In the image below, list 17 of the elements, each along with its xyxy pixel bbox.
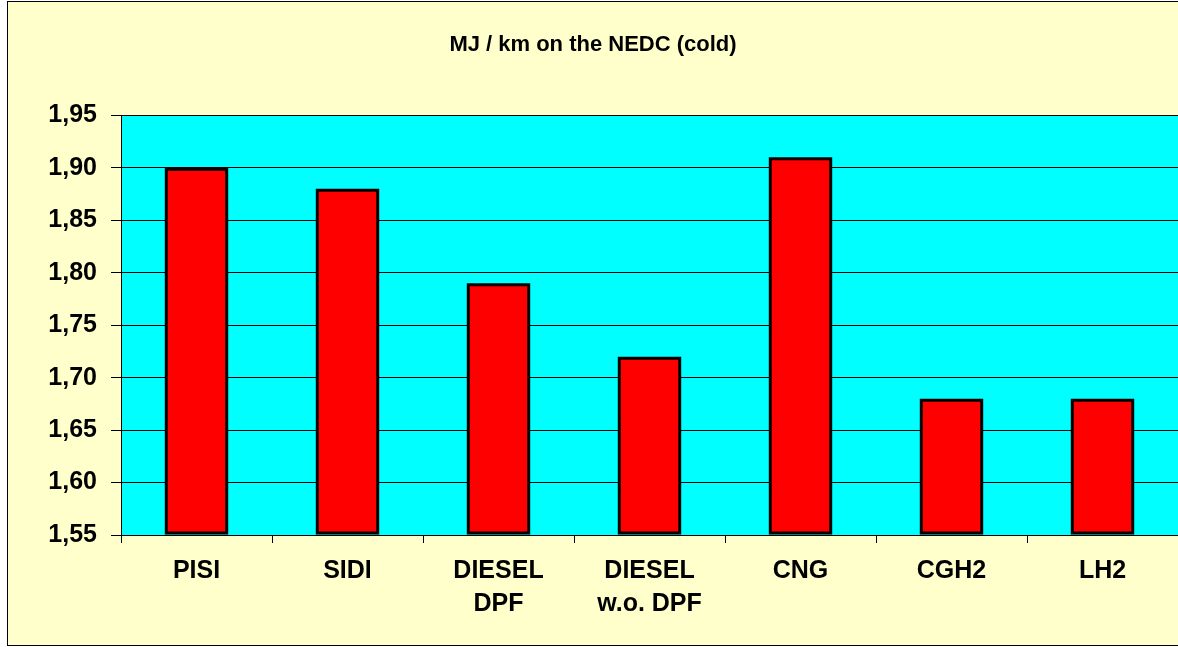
y-tick-label: 1,55 bbox=[48, 518, 98, 547]
y-tick-label: 1,70 bbox=[48, 361, 97, 390]
x-tick-label: SIDI bbox=[323, 555, 372, 584]
y-tick-label: 1,85 bbox=[48, 204, 98, 233]
x-tick-label: DIESEL w.o. DPF bbox=[596, 555, 702, 616]
y-tick-label: 1,75 bbox=[48, 309, 98, 338]
chart-title: MJ / km on the NEDC (cold) bbox=[449, 31, 737, 57]
y-tick-label: 1,65 bbox=[48, 413, 98, 442]
x-tick-label: PISI bbox=[172, 555, 221, 584]
y-tick-label: 1,90 bbox=[48, 151, 97, 180]
x-tick-label: LH2 bbox=[1078, 555, 1127, 584]
x-tick-label: DIESEL DPF bbox=[453, 555, 544, 616]
x-tick-label: CNG bbox=[772, 555, 829, 584]
y-tick-label: 1,95 bbox=[48, 99, 98, 128]
x-tick-label: CGH2 bbox=[916, 555, 987, 584]
y-tick-label: 1,80 bbox=[48, 256, 97, 285]
y-tick-label: 1,60 bbox=[48, 466, 97, 495]
